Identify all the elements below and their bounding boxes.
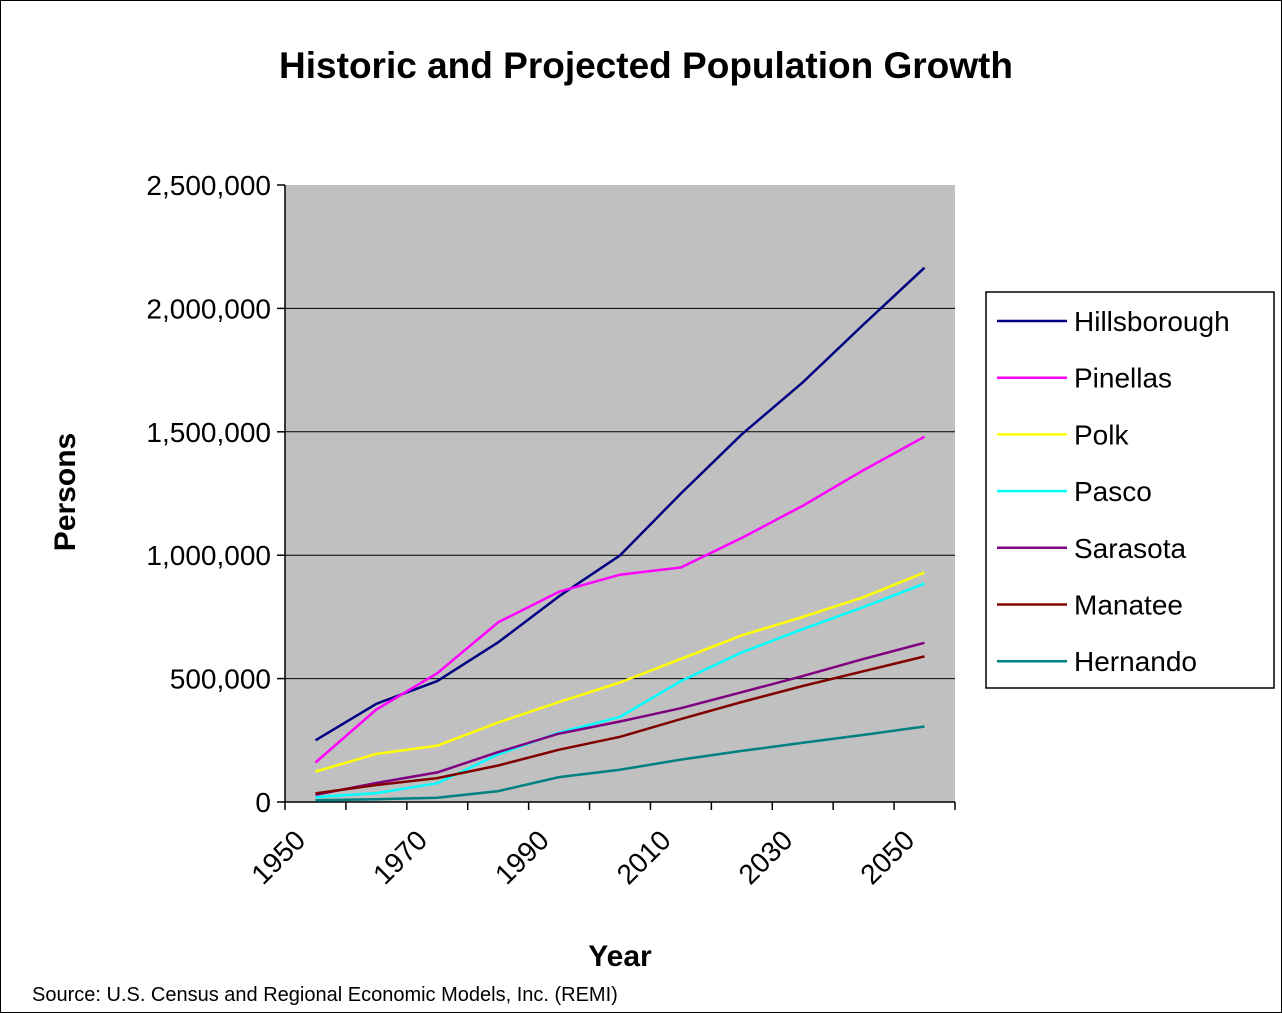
- series-line-sarasota: [315, 641, 925, 797]
- legend-label-pasco: Pasco: [1074, 476, 1152, 507]
- x-tick-labels: 1950 1970 1990 2010 2030 2050: [245, 802, 956, 890]
- series-line-hernando: [315, 725, 925, 802]
- series-line-pasco: [315, 582, 925, 799]
- x-tick-label: 2030: [733, 824, 799, 890]
- x-tick-label: 1970: [367, 824, 433, 890]
- y-tick-label: 1,000,000: [146, 540, 271, 571]
- x-tick-label: 2010: [611, 824, 677, 890]
- legend-label-sarasota: Sarasota: [1074, 533, 1186, 564]
- series-lines: [314, 266, 926, 802]
- y-tick-label: 1,500,000: [146, 417, 271, 448]
- y-tick-label: 500,000: [170, 664, 271, 695]
- plot-area: [285, 185, 955, 802]
- y-tick-label: 2,500,000: [146, 170, 271, 201]
- chart-title: Historic and Projected Population Growth: [279, 45, 1013, 86]
- series-line-polk: [315, 571, 925, 773]
- y-tick-label: 0: [255, 787, 271, 818]
- series-line-manatee: [315, 655, 925, 795]
- legend-label-hillsborough: Hillsborough: [1074, 306, 1230, 337]
- legend-label-pinellas: Pinellas: [1074, 363, 1172, 394]
- legend-label-hernando: Hernando: [1074, 646, 1197, 677]
- series-line-pinellas: [314, 435, 926, 764]
- axes: [284, 185, 955, 803]
- legend-label-manatee: Manatee: [1074, 590, 1183, 621]
- y-axis-title: Persons: [49, 433, 82, 551]
- x-tick-label: 1950: [245, 824, 311, 890]
- y-tick-labels: 0 500,000 1,000,000 1,500,000 2,000,000 2,500…: [146, 170, 285, 818]
- source-note: Source: U.S. Census and Regional Economi…: [32, 984, 618, 1006]
- x-tick-label: 2050: [854, 824, 920, 890]
- legend-box: [985, 291, 1275, 689]
- x-axis-title: Year: [588, 940, 652, 973]
- legend: Hillsborough Pinellas Polk Pasco Sarasota Man…: [985, 291, 1275, 689]
- y-tick-label: 2,000,000: [146, 293, 271, 324]
- legend-label-polk: Polk: [1074, 419, 1129, 450]
- x-tick-label: 1990: [489, 824, 555, 890]
- series-line-hillsborough: [314, 266, 926, 742]
